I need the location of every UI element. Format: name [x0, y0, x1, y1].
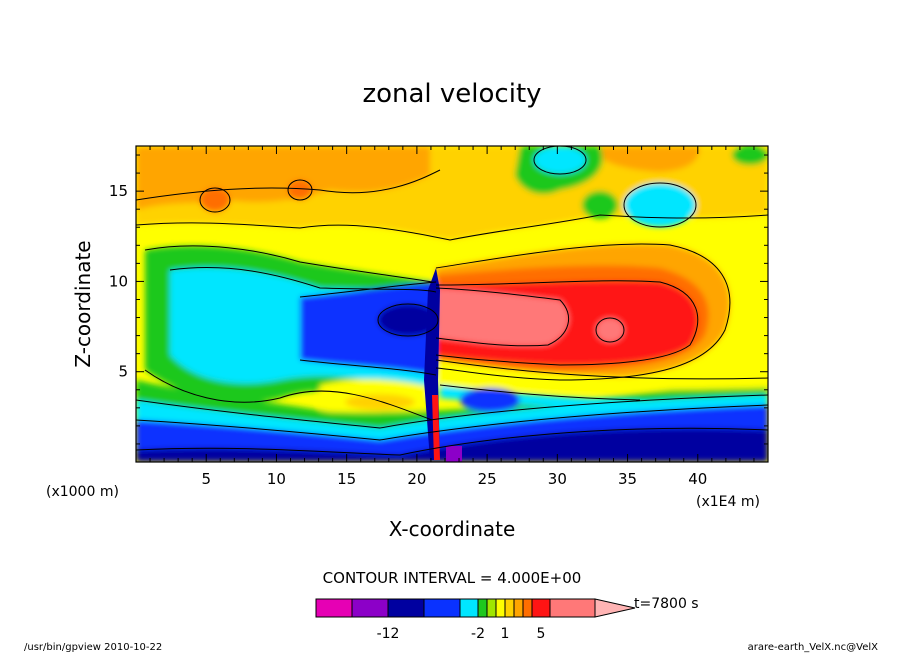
- colorbar-tick-label: -2: [471, 626, 485, 642]
- y-axis-units: (x1000 m): [46, 484, 119, 500]
- field-upper-cyan: [534, 146, 586, 174]
- field-dark-blue-core: [378, 304, 438, 336]
- colorbar-swatch: [495, 598, 506, 618]
- x-tick-label: 5: [201, 470, 211, 488]
- x-tick-label: 25: [478, 470, 497, 488]
- field-right-blue-bump: [460, 388, 520, 412]
- colorbar-swatch: [522, 598, 533, 618]
- colorbar-swatch: [423, 598, 461, 618]
- contour-interval-label: CONTOUR INTERVAL = 4.000E+00: [323, 569, 582, 587]
- field-upper-spot: [200, 188, 230, 212]
- colorbar-swatch: [459, 598, 479, 618]
- field-upper-green: [582, 191, 618, 219]
- x-tick-label: 40: [688, 470, 707, 488]
- colorbar-arrow: [594, 598, 636, 618]
- colorbar-swatch: [549, 598, 596, 618]
- x-tick-label: 35: [618, 470, 637, 488]
- x-axis-label: X-coordinate: [389, 517, 516, 541]
- colorbar-swatch: [351, 598, 389, 618]
- footer-left: /usr/bin/gpview 2010-10-22: [24, 642, 162, 653]
- field-front-red: [432, 395, 440, 460]
- y-tick-label: 10: [109, 272, 128, 290]
- x-axis-ticks: 5 10 15 20 25 30 35 40: [149, 146, 755, 488]
- colorbar-tick-label: -12: [377, 626, 400, 642]
- plot-frame: [135, 145, 769, 463]
- colorbar-tick-label: 1: [501, 626, 510, 642]
- field-upper-spot: [288, 180, 312, 200]
- field-upper-cyan: [732, 146, 768, 165]
- colorbar-swatch: [477, 598, 488, 618]
- colorbar-swatch: [315, 598, 353, 618]
- x-axis-units: (x1E4 m): [696, 494, 760, 510]
- field-lower-orange: [345, 394, 415, 410]
- chart-title: zonal velocity: [362, 79, 541, 109]
- colorbar-swatch: [531, 598, 551, 618]
- field-front-purple: [446, 446, 462, 462]
- contour-lines: [136, 146, 768, 456]
- x-tick-label: 15: [337, 470, 356, 488]
- colorbar-tick-label: 5: [537, 626, 546, 642]
- colorbar-swatch: [486, 598, 497, 618]
- colorbar: -12 -2 1 5: [315, 598, 636, 642]
- colorbar-swatch: [387, 598, 425, 618]
- x-tick-label: 10: [267, 470, 286, 488]
- field-upper-cyan: [624, 183, 696, 227]
- y-tick-label: 5: [118, 363, 128, 381]
- y-axis-ticks: 5 10 15: [109, 154, 768, 445]
- field-low-dark-blue: [136, 428, 768, 462]
- field-upper-right-orange: [590, 146, 700, 172]
- y-tick-label: 15: [109, 182, 128, 200]
- colorbar-swatch: [504, 598, 515, 618]
- time-label: t=7800 s: [634, 596, 699, 612]
- field-right-pink-spot: [596, 318, 624, 342]
- colorbar-swatch: [513, 598, 524, 618]
- y-axis-label: Z-coordinate: [71, 240, 95, 367]
- plot-area: [136, 146, 768, 462]
- x-tick-label: 20: [407, 470, 426, 488]
- field-right-pink: [436, 288, 569, 346]
- footer-right: arare-earth_VelX.nc@VelX: [748, 642, 879, 653]
- x-tick-label: 30: [548, 470, 567, 488]
- field-right-yellow-band: [436, 360, 768, 391]
